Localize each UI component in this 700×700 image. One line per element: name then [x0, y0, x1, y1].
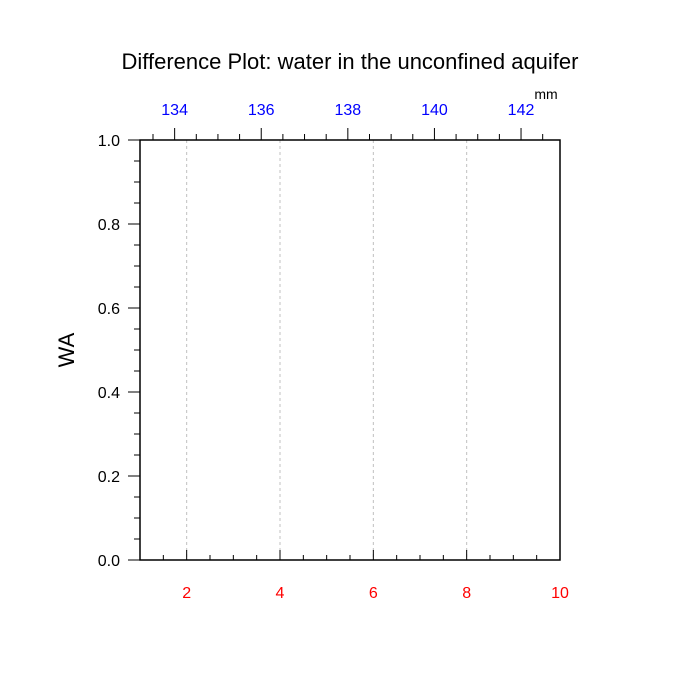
bottom-tick-label: 10 — [551, 585, 569, 602]
top-axis-unit: mm — [534, 86, 557, 102]
y-axis-label: WA — [54, 332, 79, 367]
gridlines — [186, 140, 468, 560]
top-tick-label: 142 — [508, 102, 535, 119]
top-tick-label: 140 — [421, 102, 448, 119]
y-tick-label: 1.0 — [98, 133, 120, 150]
bottom-tick-label: 2 — [182, 585, 191, 602]
y-tick-label: 0.4 — [98, 385, 120, 402]
top-tick-label: 136 — [248, 102, 275, 119]
top-tick-label: 134 — [161, 102, 188, 119]
axis-ticks — [128, 128, 561, 561]
axis-tick-labels: 2 4 6 8 10 134 136 138 140 142 0.0 0.2 0.4 0.6 0.8 1.0 — [98, 102, 569, 602]
y-tick-label: 0.2 — [98, 469, 120, 486]
bottom-tick-label: 8 — [462, 585, 471, 602]
top-tick-label: 138 — [334, 102, 361, 119]
y-tick-label: 0.8 — [98, 217, 120, 234]
chart-title: Difference Plot: water in the unconfined… — [122, 49, 579, 74]
plot-frame — [139, 139, 561, 561]
y-tick-label: 0.0 — [98, 553, 120, 570]
bottom-tick-label: 6 — [369, 585, 378, 602]
bottom-tick-label: 4 — [276, 585, 285, 602]
y-tick-label: 0.6 — [98, 301, 120, 318]
